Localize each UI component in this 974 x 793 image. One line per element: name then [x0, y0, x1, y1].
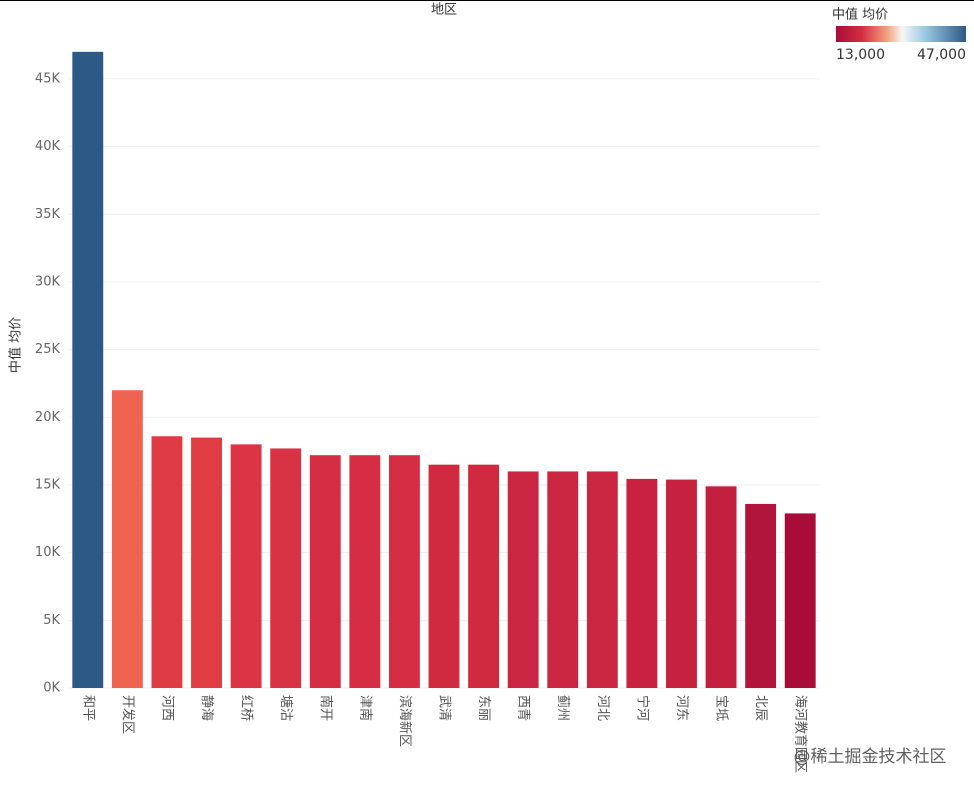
- x-tick-label: 武清: [437, 695, 452, 721]
- y-tick-label: 10K: [35, 545, 61, 560]
- x-tick-label: 静海: [199, 695, 214, 721]
- x-tick-label: 津南: [357, 695, 373, 721]
- x-tick-label: 宁河: [634, 695, 650, 721]
- x-tick-label: 红桥: [239, 695, 255, 721]
- x-tick-label: 宝坻: [714, 695, 730, 721]
- y-tick-label: 0K: [43, 681, 60, 696]
- x-tick-label: 河东: [674, 695, 689, 721]
- bar: [547, 471, 579, 688]
- bar: [309, 455, 341, 688]
- x-tick-label: 河北: [595, 695, 610, 721]
- y-tick-label: 40K: [35, 139, 61, 154]
- y-axis-title: 中值 均价: [8, 317, 24, 373]
- x-tick-label: 和平: [80, 695, 95, 721]
- x-tick-label: 开发区: [120, 695, 136, 734]
- bar: [586, 471, 618, 688]
- bar: [72, 51, 104, 689]
- bar: [191, 437, 222, 688]
- legend-title: 中值 均价: [832, 7, 888, 23]
- x-tick-label: 滨海新区: [397, 695, 413, 747]
- legend-max: 47,000: [917, 47, 966, 63]
- x-tick-label: 河西: [159, 695, 174, 721]
- x-tick-label: 海河教育园区: [793, 695, 809, 773]
- bar: [666, 479, 697, 688]
- bar: [230, 444, 262, 688]
- y-tick-label: 45K: [35, 71, 61, 86]
- watermark: @稀土掘金技术社区: [794, 747, 947, 767]
- x-tick-label: 北辰: [753, 695, 768, 721]
- bar: [626, 478, 658, 688]
- bar: [784, 513, 816, 688]
- legend-min: 13,000: [836, 47, 885, 63]
- bar: [428, 464, 460, 688]
- x-tick-label: 东丽: [476, 695, 491, 721]
- bar: [151, 436, 183, 688]
- y-tick-label: 35K: [35, 207, 61, 222]
- bar: [388, 455, 420, 688]
- x-tick-label: 西青: [516, 695, 531, 721]
- x-tick-label: 南开: [318, 695, 334, 721]
- bar: [468, 464, 500, 688]
- x-tick-label: 塘沽: [278, 695, 294, 721]
- bar: [705, 486, 737, 688]
- y-tick-label: 15K: [35, 477, 61, 492]
- y-tick-label: 5K: [43, 613, 60, 628]
- bar: [270, 448, 302, 688]
- bar: [745, 503, 777, 688]
- legend-gradient: [836, 26, 966, 42]
- x-axis-title: 地区: [431, 3, 457, 18]
- y-tick-label: 20K: [35, 410, 61, 425]
- bar: [507, 471, 539, 688]
- y-tick-label: 25K: [35, 342, 61, 357]
- bar: [111, 390, 143, 688]
- bar: [349, 455, 381, 688]
- y-tick-label: 30K: [35, 274, 61, 289]
- x-tick-label: 蓟州: [555, 695, 570, 721]
